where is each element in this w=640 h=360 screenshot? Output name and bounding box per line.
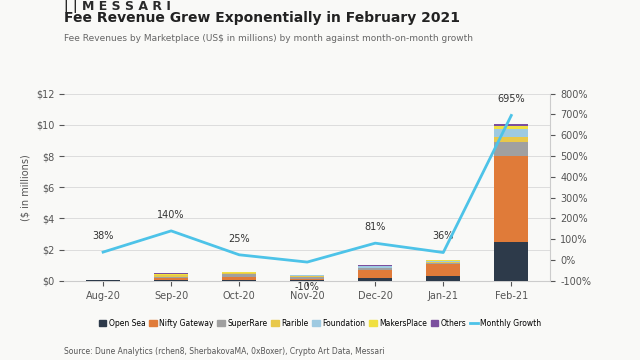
Bar (358, 267, 392, 268)
Bar (494, 136, 528, 142)
Text: 81%: 81% (365, 222, 386, 232)
Bar (494, 129, 528, 136)
Bar (426, 264, 460, 276)
Bar (222, 273, 256, 274)
Bar (222, 280, 256, 281)
Text: 25%: 25% (228, 234, 250, 244)
Bar (358, 270, 392, 279)
Bar (358, 279, 392, 281)
Bar (494, 126, 528, 129)
Bar (494, 242, 528, 281)
Y-axis label: ($ in millions): ($ in millions) (20, 154, 30, 221)
Bar (358, 268, 392, 270)
Text: | | M E S S A R I: | | M E S S A R I (64, 0, 171, 13)
Bar (494, 156, 528, 242)
Bar (290, 279, 324, 280)
Bar (426, 263, 460, 264)
Bar (494, 142, 528, 156)
Legend: Open Sea, Nifty Gateway, SuperRare, Rarible, Foundation, MakersPlace, Others, Mo: Open Sea, Nifty Gateway, SuperRare, Rari… (95, 316, 545, 331)
Bar (290, 280, 324, 281)
Bar (494, 124, 528, 126)
Text: 140%: 140% (157, 210, 185, 220)
Bar (290, 276, 324, 277)
Text: -10%: -10% (295, 282, 319, 292)
Text: Fee Revenues by Marketplace (US$ in millions) by month against month-on-month gr: Fee Revenues by Marketplace (US$ in mill… (64, 34, 473, 43)
Bar (222, 274, 256, 276)
Bar (222, 276, 256, 280)
Bar (426, 260, 460, 261)
Bar (154, 275, 188, 277)
Bar (154, 279, 188, 280)
Bar (154, 280, 188, 281)
Bar (154, 274, 188, 275)
Bar (426, 262, 460, 263)
Text: Fee Revenue Grew Exponentially in February 2021: Fee Revenue Grew Exponentially in Februa… (64, 11, 460, 25)
Bar (358, 266, 392, 267)
Bar (222, 272, 256, 273)
Text: 38%: 38% (92, 231, 114, 241)
Bar (426, 261, 460, 262)
Text: Source: Dune Analytics (rchen8, SherbakovaMA, 0xBoxer), Crypto Art Data, Messari: Source: Dune Analytics (rchen8, Sherbako… (64, 347, 385, 356)
Text: 36%: 36% (433, 231, 454, 242)
Bar (426, 276, 460, 281)
Bar (290, 277, 324, 279)
Text: 695%: 695% (497, 94, 525, 104)
Bar (154, 277, 188, 279)
